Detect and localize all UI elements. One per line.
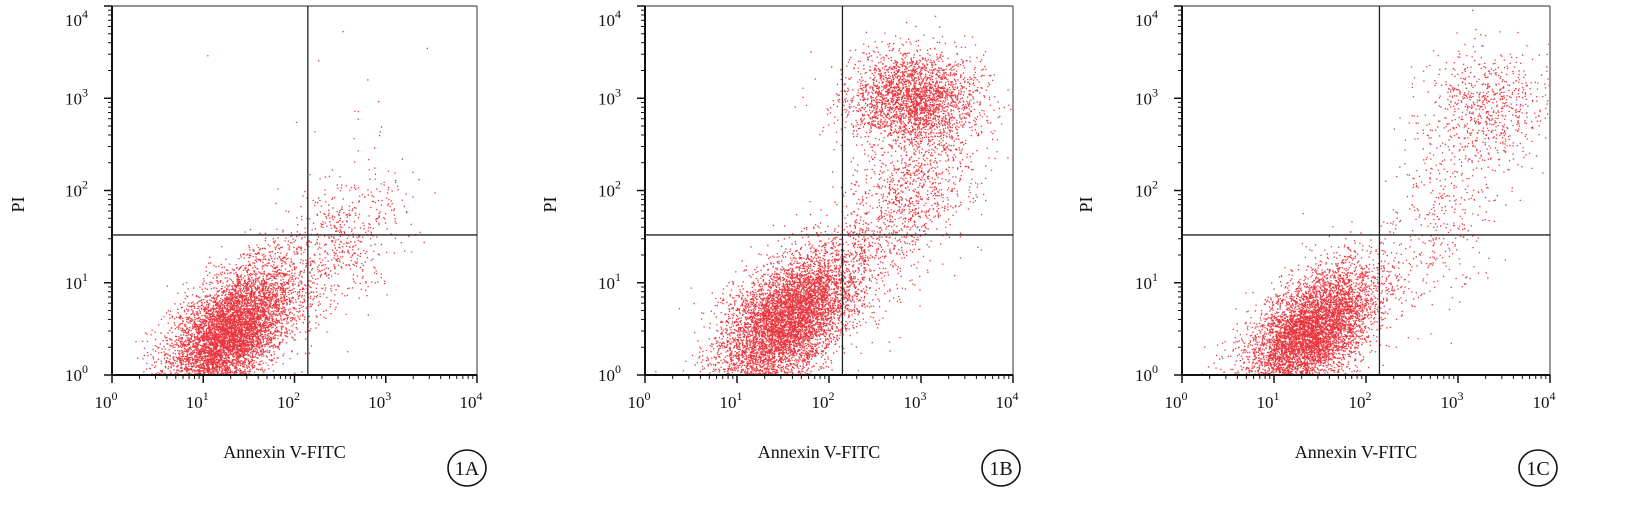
y-tick-label: 100 xyxy=(598,362,621,385)
y-tick-label: 103 xyxy=(1135,85,1158,108)
cluster-points xyxy=(1342,64,1521,356)
panel-label-1A: 1A xyxy=(447,449,487,487)
x-axis-title: Annexin V-FITC xyxy=(758,442,881,462)
cluster-2 xyxy=(1393,9,1549,189)
y-tick-label: 101 xyxy=(65,270,88,293)
data-points xyxy=(655,15,1012,374)
data-points xyxy=(135,30,436,374)
x-tick-label: 100 xyxy=(628,389,651,412)
panel-label-circle xyxy=(981,449,1021,487)
x-tick-label: 104 xyxy=(460,389,483,412)
y-tick-label: 104 xyxy=(598,7,621,30)
cluster-3 xyxy=(207,30,428,217)
y-axis-title: PI xyxy=(540,196,560,212)
panel-label-text: 1B xyxy=(989,458,1012,480)
y-axis-title: PI xyxy=(8,196,28,212)
cluster-points xyxy=(1201,212,1430,374)
y-tick-label: 103 xyxy=(598,85,621,108)
x-tick-label: 103 xyxy=(904,389,927,412)
x-tick-label: 101 xyxy=(720,389,743,412)
x-tick-label: 103 xyxy=(368,389,391,412)
x-tick-label: 101 xyxy=(1257,389,1280,412)
panel-label-1C: 1C xyxy=(1518,449,1558,487)
y-tick-label: 104 xyxy=(1135,7,1158,30)
cluster-points xyxy=(794,15,1012,175)
cluster-3 xyxy=(797,81,989,372)
cluster-points xyxy=(1393,9,1549,189)
x-axis-title: Annexin V-FITC xyxy=(1295,442,1418,462)
y-tick-label: 104 xyxy=(65,7,88,30)
x-tick-label: 100 xyxy=(95,389,118,412)
cluster-points xyxy=(797,81,989,372)
y-tick-label: 102 xyxy=(65,178,88,201)
y-tick-label: 103 xyxy=(65,85,88,108)
panel-label-text: 1C xyxy=(1526,458,1549,480)
x-tick-label: 102 xyxy=(1349,389,1372,412)
y-tick-label: 101 xyxy=(1135,270,1158,293)
panel-label-circle xyxy=(1518,449,1558,487)
cluster-points xyxy=(135,211,343,374)
cluster-1 xyxy=(655,171,912,374)
panel-label-1B: 1B xyxy=(981,449,1021,487)
cluster-1 xyxy=(1201,212,1430,374)
scatter-panel-1C: 100 100 101 101 102 102 103 103 104 104 Annexin V-… xyxy=(1076,5,1558,487)
x-tick-label: 101 xyxy=(186,389,209,412)
cluster-4 xyxy=(865,86,1009,248)
y-tick-label: 100 xyxy=(65,362,88,385)
x-tick-label: 104 xyxy=(996,389,1019,412)
cluster-2 xyxy=(794,15,1012,175)
panel-label-circle xyxy=(447,449,487,487)
x-tick-label: 102 xyxy=(812,389,835,412)
x-tick-label: 102 xyxy=(277,389,300,412)
scatter-panel-1B: 100 100 101 101 102 102 103 103 104 104 Annexin V-… xyxy=(540,5,1021,487)
cluster-points xyxy=(655,171,912,374)
x-axis-title: Annexin V-FITC xyxy=(223,442,346,462)
panel-label-text: 1A xyxy=(455,458,480,480)
x-tick-label: 104 xyxy=(1533,389,1556,412)
data-points xyxy=(1201,9,1549,374)
cluster-1 xyxy=(135,211,343,374)
scatter-panel-1A: 100 100 101 101 102 102 103 103 104 104 Annexin V-… xyxy=(8,5,487,487)
y-tick-label: 102 xyxy=(598,178,621,201)
y-tick-label: 100 xyxy=(1135,362,1158,385)
cluster-points xyxy=(865,86,1009,248)
x-tick-label: 103 xyxy=(1441,389,1464,412)
y-tick-label: 101 xyxy=(598,270,621,293)
x-tick-label: 100 xyxy=(1165,389,1188,412)
cluster-3 xyxy=(1342,64,1521,356)
y-tick-label: 102 xyxy=(1135,178,1158,201)
cluster-points xyxy=(207,30,428,217)
y-axis-title: PI xyxy=(1076,196,1096,212)
